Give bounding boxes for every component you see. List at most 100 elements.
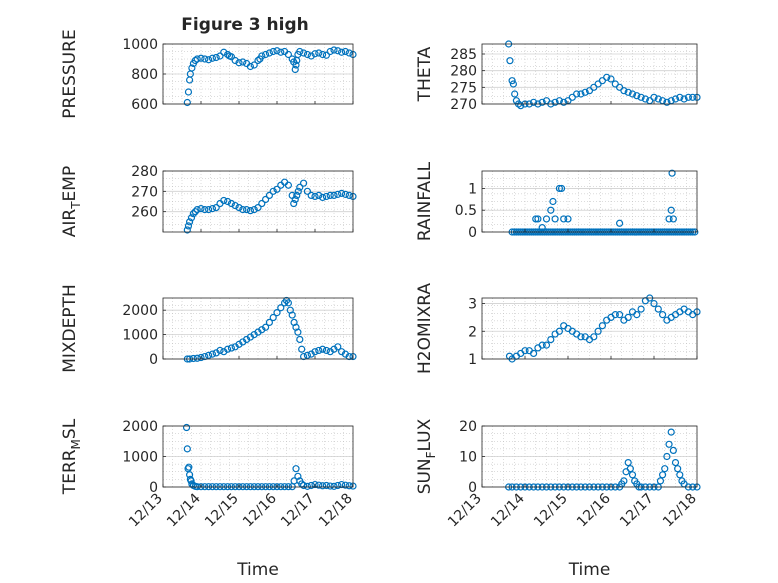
data-point bbox=[315, 191, 323, 199]
y-axis-label: TERRMSL bbox=[60, 418, 83, 495]
data-point bbox=[658, 471, 667, 479]
data-point bbox=[334, 190, 342, 198]
data-point bbox=[183, 226, 191, 234]
data-point bbox=[338, 48, 346, 56]
axes-box bbox=[162, 297, 354, 360]
data-point bbox=[620, 87, 628, 95]
data-point bbox=[254, 204, 262, 212]
axes-box bbox=[481, 43, 698, 105]
data-point bbox=[667, 428, 675, 436]
data-point bbox=[671, 459, 680, 467]
data-point bbox=[212, 204, 220, 212]
y-tick-label: 275 bbox=[450, 80, 477, 96]
data-point bbox=[187, 214, 196, 222]
data-point bbox=[581, 88, 589, 96]
data-point bbox=[542, 341, 551, 349]
x-tick-label: 12/13 bbox=[445, 491, 485, 531]
x-tick-label: 12/14 bbox=[164, 490, 204, 530]
data-point bbox=[269, 187, 277, 195]
y-tick-label: 1000 bbox=[122, 37, 158, 53]
data-point bbox=[598, 322, 607, 330]
data-point bbox=[341, 190, 349, 198]
subplot-6: 1 2 3 H2OMIXRA bbox=[415, 283, 701, 374]
data-point bbox=[246, 62, 254, 71]
x-tick-label: 12/17 bbox=[617, 491, 657, 531]
y-tick-label: 0 bbox=[468, 480, 477, 496]
data-point bbox=[290, 199, 298, 208]
data-point bbox=[303, 50, 311, 59]
data-point bbox=[547, 206, 555, 214]
data-point bbox=[611, 311, 619, 319]
data-point bbox=[300, 179, 308, 187]
y-tick-label: 270 bbox=[131, 184, 158, 200]
y-tick-label: 280 bbox=[131, 164, 158, 180]
y-tick-label: 600 bbox=[131, 97, 158, 113]
data-point bbox=[641, 95, 650, 103]
y-axis-label: SUNFLUX bbox=[415, 418, 438, 494]
data-point bbox=[193, 354, 201, 362]
data-point bbox=[277, 48, 285, 56]
data-point bbox=[669, 215, 677, 223]
data-point bbox=[650, 299, 658, 308]
data-point bbox=[668, 169, 676, 177]
data-point bbox=[201, 206, 209, 214]
y-tick-label: 10 bbox=[459, 450, 477, 466]
data-point bbox=[663, 452, 671, 461]
data-point bbox=[330, 46, 338, 54]
data-point bbox=[193, 206, 201, 214]
data-point bbox=[224, 197, 232, 206]
data-point bbox=[658, 311, 667, 319]
data-point bbox=[291, 195, 299, 204]
data-point bbox=[334, 481, 342, 490]
data-point bbox=[231, 201, 239, 210]
data-point bbox=[224, 345, 232, 353]
y-tick-label: 0 bbox=[149, 352, 158, 368]
data-point bbox=[572, 90, 581, 98]
data-point bbox=[345, 352, 353, 361]
data-point bbox=[291, 65, 299, 74]
data-point bbox=[315, 49, 323, 57]
y-tick-label: 270 bbox=[450, 97, 477, 113]
data-point bbox=[345, 49, 353, 57]
data-point bbox=[303, 187, 311, 195]
data-point bbox=[235, 59, 243, 67]
data-point bbox=[322, 51, 330, 59]
data-point bbox=[197, 205, 205, 213]
data-point bbox=[220, 196, 228, 205]
data-point bbox=[201, 352, 209, 361]
data-point bbox=[184, 88, 193, 96]
subplot-4: 0 0.5 1 RAINFALL bbox=[415, 161, 699, 241]
data-point bbox=[250, 61, 258, 69]
x-tick-label: 12/15 bbox=[531, 491, 571, 531]
data-point bbox=[607, 75, 615, 83]
y-tick-label: 0 bbox=[468, 225, 477, 241]
y-tick-label: 280 bbox=[450, 64, 477, 80]
data-point bbox=[628, 471, 637, 479]
data-point bbox=[227, 344, 235, 352]
data-point bbox=[684, 93, 693, 101]
data-point bbox=[341, 481, 349, 489]
data-point bbox=[529, 349, 538, 358]
data-point bbox=[330, 191, 338, 199]
data-point bbox=[246, 207, 254, 215]
data-point bbox=[315, 346, 323, 355]
data-point bbox=[284, 299, 292, 307]
data-point bbox=[319, 345, 327, 353]
subplot-3: 260 270 280 AIRTEMP bbox=[60, 164, 357, 237]
data-point bbox=[326, 191, 334, 199]
data-point bbox=[637, 93, 645, 101]
data-point bbox=[183, 98, 191, 107]
data-point bbox=[216, 346, 224, 355]
data-point bbox=[322, 481, 330, 490]
y-tick-label: 0.5 bbox=[455, 203, 477, 219]
data-point bbox=[189, 354, 197, 363]
data-point bbox=[542, 215, 551, 223]
data-point bbox=[637, 305, 645, 313]
data-point bbox=[258, 199, 266, 208]
data-point bbox=[555, 327, 564, 335]
data-point bbox=[626, 465, 634, 473]
data-point bbox=[633, 92, 641, 100]
data-point bbox=[294, 187, 302, 195]
